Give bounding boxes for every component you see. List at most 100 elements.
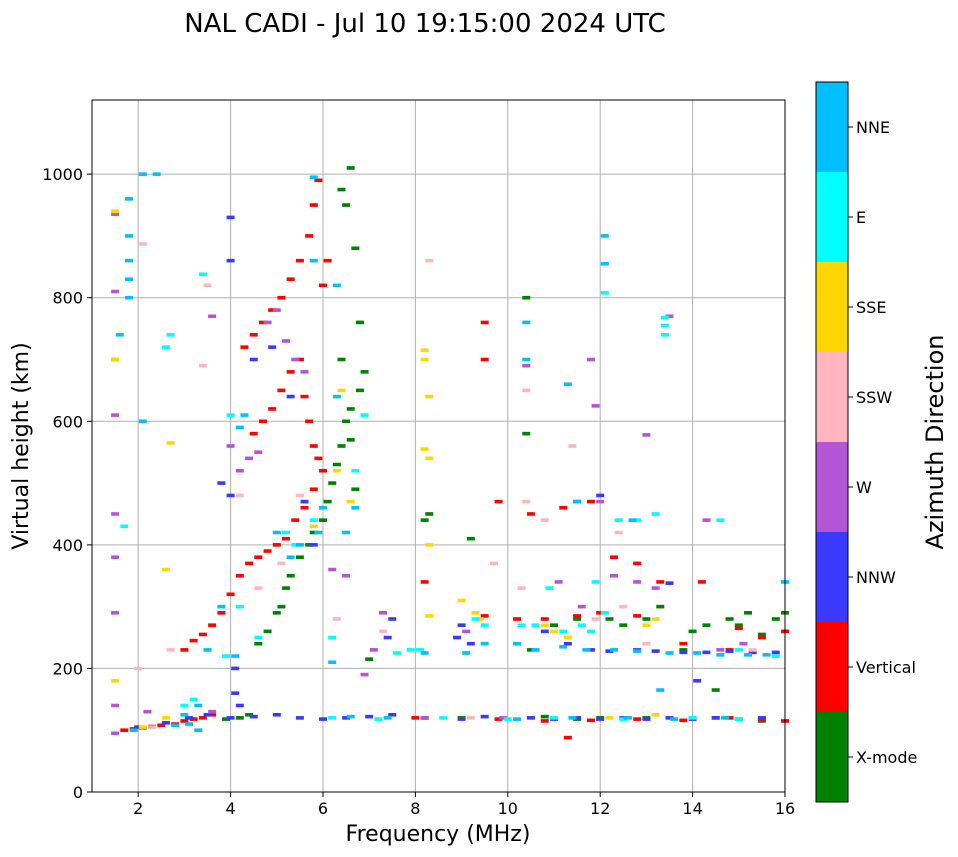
echo-point-x-mode	[272, 611, 281, 615]
echo-point-nnw	[388, 617, 397, 621]
echo-point-e	[716, 518, 725, 522]
echo-point-w	[111, 413, 120, 417]
echo-point-nnw	[651, 649, 660, 653]
echo-point-nne	[124, 234, 133, 238]
echo-point-x-mode	[355, 320, 364, 325]
echo-point-sse	[642, 623, 651, 627]
y-tick-label: 0	[73, 783, 83, 802]
echo-point-w	[596, 499, 605, 504]
echo-point-vertical	[249, 431, 258, 436]
echo-point-nne	[522, 357, 531, 362]
echo-point-sse	[111, 357, 120, 362]
y-tick-label: 1000	[42, 165, 83, 184]
echo-point-w	[369, 648, 378, 652]
echo-point-vertical	[249, 332, 258, 337]
plot-frame	[91, 99, 786, 793]
echo-point-nnw	[711, 716, 720, 720]
echo-point-sse	[309, 524, 318, 529]
echo-point-w	[739, 641, 748, 646]
echo-point-vertical	[513, 617, 522, 621]
x-tick-label: 4	[226, 799, 236, 818]
echo-point-nne	[568, 716, 577, 720]
echo-point-vertical	[314, 456, 323, 461]
echo-point-ssw	[166, 648, 175, 652]
echo-point-nne	[115, 332, 124, 337]
echo-point-nnw	[235, 703, 244, 708]
echo-point-e	[226, 413, 235, 417]
echo-point-nne	[600, 234, 609, 238]
echo-point-w	[342, 573, 351, 578]
echo-point-vertical	[633, 717, 642, 721]
echo-point-sse	[337, 388, 346, 393]
echo-point-nne	[286, 555, 295, 560]
echo-point-vertical	[494, 499, 503, 504]
echo-point-e	[254, 635, 263, 640]
echo-point-x-mode	[337, 357, 346, 362]
echo-point-vertical	[245, 561, 254, 566]
echo-points	[111, 166, 789, 740]
echo-point-ssw	[379, 629, 388, 634]
echo-point-nne	[185, 722, 194, 726]
echo-point-e	[503, 717, 512, 721]
echo-point-sse	[563, 635, 572, 640]
echo-point-nnw	[203, 712, 212, 717]
echo-point-e	[180, 703, 189, 708]
echo-point-vertical	[526, 512, 535, 516]
echo-point-e	[600, 611, 609, 615]
echo-point-vertical	[198, 716, 207, 720]
echo-point-vertical	[180, 719, 189, 723]
echo-point-w	[254, 450, 263, 454]
echo-point-ssw	[203, 283, 212, 288]
y-tick-label: 400	[52, 536, 83, 555]
echo-point-x-mode	[702, 623, 711, 627]
echo-point-vertical	[295, 357, 304, 362]
echo-point-nne	[420, 651, 429, 655]
y-tick-label: 200	[52, 659, 83, 678]
echo-point-e	[161, 345, 170, 349]
echo-point-nnw	[300, 499, 309, 504]
echo-point-x-mode	[254, 641, 263, 646]
echo-point-nne	[462, 651, 471, 655]
echo-point-nne	[563, 382, 572, 387]
echo-point-e	[282, 530, 291, 535]
echo-point-e	[309, 518, 318, 522]
echo-point-vertical	[272, 543, 281, 547]
y-tick-label: 600	[52, 412, 83, 431]
colorbar-swatch	[816, 712, 848, 802]
echo-point-sse	[332, 468, 341, 473]
echo-point-x-mode	[355, 388, 364, 393]
echo-point-x-mode	[425, 512, 434, 516]
echo-point-x-mode	[711, 688, 720, 692]
echo-point-nne	[600, 261, 609, 266]
echo-point-vertical	[319, 468, 327, 473]
echo-point-ssw	[148, 725, 157, 729]
echo-point-nne	[762, 653, 771, 657]
echo-point-sse	[420, 348, 429, 353]
echo-point-x-mode	[221, 717, 230, 721]
echo-point-vertical	[540, 719, 549, 723]
echo-point-vertical	[757, 635, 766, 640]
echo-point-nne	[332, 283, 341, 288]
echo-point-vertical	[679, 641, 688, 646]
echo-point-w	[499, 716, 508, 720]
echo-point-nne	[235, 425, 244, 430]
echo-point-nne	[513, 717, 522, 721]
echo-point-nne	[203, 648, 212, 652]
echo-point-x-mode	[725, 617, 734, 621]
echo-point-nne	[138, 172, 147, 176]
echo-point-nnw	[771, 650, 780, 655]
x-tick-label: 8	[410, 799, 420, 818]
echo-point-nnw	[231, 691, 240, 695]
echo-point-w	[577, 604, 586, 609]
echo-point-x-mode	[420, 518, 429, 522]
echo-point-e	[291, 543, 300, 547]
echo-point-e	[221, 654, 230, 658]
echo-point-w	[591, 404, 600, 408]
echo-point-sse	[425, 614, 434, 618]
echo-point-e	[614, 518, 623, 522]
echo-point-nnw	[309, 543, 318, 547]
echo-point-w	[300, 370, 309, 374]
echo-point-e	[660, 323, 669, 328]
echo-point-vertical	[480, 320, 489, 325]
echo-point-w	[586, 357, 595, 362]
